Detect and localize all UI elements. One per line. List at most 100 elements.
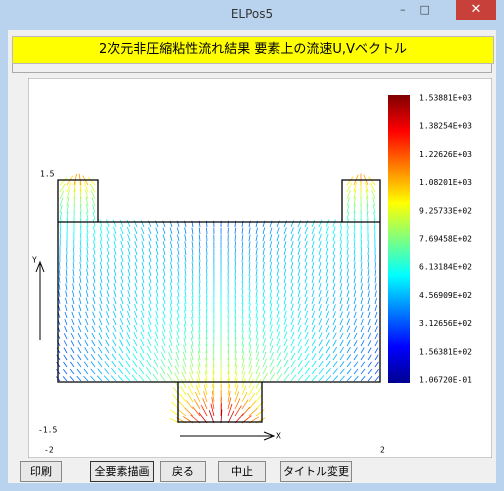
flow-arrows	[59, 219, 311, 375]
flow-arrows	[85, 241, 344, 333]
flow-arrows	[153, 323, 201, 361]
flow-arrows	[103, 234, 329, 382]
flow-arrows	[255, 409, 265, 417]
flow-arrows	[58, 283, 377, 340]
button[interactable]: タイトル変更	[280, 461, 352, 482]
flow-arrows	[86, 240, 336, 319]
flow-arrows	[276, 296, 280, 305]
flow-arrows	[248, 344, 252, 354]
flow-arrows	[372, 197, 376, 207]
flow-arrows	[374, 354, 379, 361]
x-max-label: 2	[380, 446, 385, 455]
flow-arrows	[255, 372, 261, 382]
flow-arrows	[93, 220, 349, 312]
flow-arrows	[70, 361, 75, 368]
flow-arrows	[91, 241, 363, 354]
flow-arrows	[73, 211, 152, 382]
flow-arrows	[353, 204, 356, 214]
button[interactable]: 全要素描画	[90, 461, 154, 482]
flow-arrows	[65, 283, 358, 368]
flow-arrows	[248, 408, 258, 417]
flow-arrows	[154, 218, 356, 368]
flow-arrows	[138, 374, 145, 382]
flow-arrows	[72, 283, 364, 368]
flow-arrows	[72, 227, 376, 368]
flow-arrows	[311, 219, 336, 375]
button[interactable]: 中止	[218, 461, 266, 482]
flow-arrows	[262, 330, 266, 340]
flow-arrows	[234, 364, 238, 375]
flow-arrows	[113, 240, 325, 375]
flow-arrows	[66, 220, 343, 333]
flow-arrows	[112, 247, 369, 340]
flow-arrows	[154, 331, 159, 340]
flow-arrows	[241, 392, 248, 403]
flow-arrows	[93, 219, 295, 347]
flow-arrows	[153, 330, 282, 368]
flow-arrows	[73, 218, 180, 333]
flow-arrows	[141, 240, 342, 368]
flow-arrows	[168, 338, 173, 347]
flow-arrows	[234, 371, 238, 382]
flow-arrows	[104, 255, 349, 354]
flow-arrows	[176, 227, 364, 319]
flow-arrows	[227, 384, 231, 396]
flow-arrows	[210, 403, 215, 417]
y-arrowhead	[35, 260, 45, 273]
flow-arrows	[234, 384, 239, 396]
flow-arrows	[119, 254, 349, 333]
flow-arrows	[346, 182, 352, 193]
colorbar-label: 1.56381E+02	[419, 347, 472, 356]
colorbar-label: 7.69458E+02	[419, 235, 472, 244]
flow-arrows	[262, 358, 275, 375]
flow-arrows	[200, 404, 208, 417]
flow-arrows	[77, 234, 359, 375]
flow-arrows	[147, 324, 288, 347]
flow-arrows	[85, 234, 363, 319]
flow-arrows	[79, 233, 310, 354]
flow-arrows	[140, 338, 310, 368]
button[interactable]: 戻る	[160, 461, 206, 482]
flow-arrows	[97, 241, 222, 382]
flow-arrows	[211, 397, 215, 410]
flow-arrows	[58, 234, 377, 382]
colorbar-label: 1.08201E+03	[419, 178, 472, 187]
flow-arrows	[77, 234, 364, 382]
flow-arrows	[64, 304, 75, 333]
flow-arrows	[58, 227, 372, 340]
flow-arrows	[78, 227, 370, 375]
flow-arrows	[58, 227, 258, 312]
flow-arrows	[133, 220, 331, 368]
flow-arrows	[64, 311, 378, 382]
flow-arrows	[155, 241, 258, 263]
flow-arrows	[91, 197, 96, 207]
flow-arrows	[139, 219, 336, 361]
flow-arrows	[86, 233, 349, 375]
flow-arrows	[86, 269, 338, 361]
flow-arrows	[126, 233, 329, 361]
flow-arrows	[73, 240, 336, 354]
flow-arrows	[160, 204, 350, 375]
flow-arrows	[185, 400, 194, 410]
flow-arrows	[161, 330, 244, 361]
window-controls[interactable]: –□	[400, 3, 444, 16]
flow-arrows	[59, 177, 68, 186]
flow-arrows	[99, 254, 376, 319]
flow-arrows	[191, 211, 376, 361]
close-button[interactable]: ✕	[456, 0, 496, 20]
flow-arrows	[93, 233, 356, 312]
flow-arrows	[106, 254, 315, 319]
button[interactable]: 印刷	[20, 461, 62, 482]
flow-arrows	[155, 317, 159, 326]
flow-arrows	[367, 211, 369, 221]
flow-arrows	[213, 350, 253, 368]
flow-arrows	[182, 351, 187, 361]
flow-arrows	[79, 241, 350, 333]
flow-arrows	[276, 373, 283, 382]
flow-arrows	[104, 241, 356, 375]
flow-arrows	[65, 220, 258, 312]
flow-arrows	[90, 241, 351, 382]
flow-arrows	[131, 310, 266, 382]
flow-arrows	[205, 364, 253, 382]
